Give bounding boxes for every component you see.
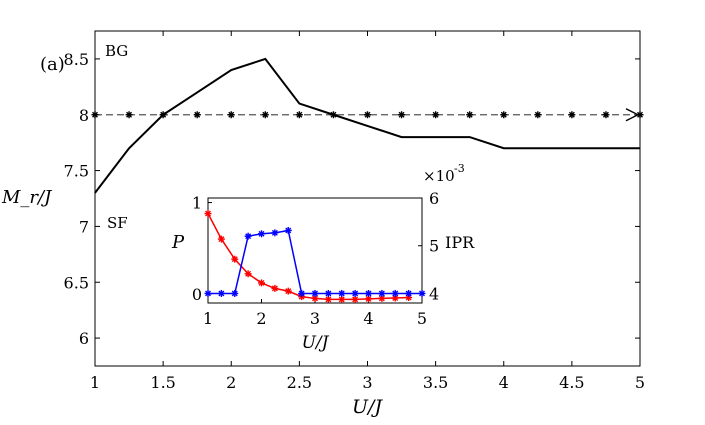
inset-series-p-marker	[365, 295, 372, 303]
inset-x-axis-label: U/J	[302, 333, 330, 353]
main-series-reference-marker	[466, 111, 474, 119]
inset-series-ipr-marker	[311, 289, 319, 297]
main-x-tick-label: 1	[90, 373, 100, 392]
main-series-reference-marker	[125, 111, 133, 119]
inset-series-p-marker	[284, 287, 292, 295]
inset-right-axis-label: IPR	[445, 233, 475, 252]
main-y-tick-label: 6	[79, 329, 89, 348]
main-series-reference-marker	[227, 111, 235, 119]
panel-label: (a)	[40, 54, 65, 75]
inset-background	[207, 197, 423, 304]
main-series-reference-marker	[91, 111, 99, 119]
inset-series-p-marker	[311, 294, 319, 302]
inset-series-ipr-marker	[351, 289, 359, 297]
main-x-tick-label: 2.5	[287, 373, 312, 392]
inset-series-ipr-marker	[365, 289, 372, 297]
inset-series-p-marker	[271, 284, 279, 292]
inset-series-p-marker	[231, 255, 239, 263]
main-y-tick-label: 8	[79, 106, 89, 125]
main-x-tick-label: 1.5	[150, 373, 175, 392]
main-series-reference-marker	[500, 111, 508, 119]
inset-left-tick-label: 1	[192, 194, 202, 213]
inset-exponent-power: -3	[454, 162, 465, 175]
inset-series-p-marker	[258, 279, 265, 287]
inset-x-tick-label: 1	[203, 309, 213, 328]
inset-series-ipr-marker	[258, 230, 265, 238]
inset-series-ipr-marker	[391, 289, 399, 297]
main-x-axis-label: U/J	[352, 396, 383, 418]
inset-right-tick-label: 6	[429, 189, 439, 208]
main-y-tick-label: 7.5	[64, 162, 89, 181]
inset-x-tick-label: 2	[256, 309, 266, 328]
main-series-reference-marker	[602, 111, 610, 119]
inset-series-p-marker	[391, 294, 399, 302]
main-y-axis-label: M_r/J	[1, 187, 53, 208]
main-x-tick-label: 5	[635, 373, 645, 392]
inset-series-p-marker	[324, 295, 332, 303]
inset-series-p-marker	[244, 270, 252, 278]
main-series-reference-marker	[261, 111, 269, 119]
inset-series-ipr-marker	[405, 289, 413, 297]
inset-series-ipr-marker	[217, 289, 225, 297]
main-series-reference-marker	[534, 111, 542, 119]
main-series-mr-line	[94, 57, 640, 194]
main-y-tick-label: 6.5	[64, 273, 89, 292]
inset-left-axis-label: P	[171, 232, 185, 253]
main-series-reference-marker	[364, 111, 371, 119]
inset-series-ipr-marker	[204, 289, 212, 297]
main-series-reference-marker	[193, 111, 201, 119]
inset-series-ipr-marker	[324, 289, 332, 297]
main-series-reference-marker	[568, 111, 576, 119]
inset-series-p-marker	[338, 295, 346, 303]
main-x-tick-label: 2	[226, 373, 236, 392]
main-series-reference-marker	[295, 111, 303, 119]
main-x-tick-label: 4.5	[559, 373, 584, 392]
inset-right-tick-label: 5	[429, 237, 439, 256]
inset-exponent-label: ×10	[423, 167, 455, 185]
inset-series-ipr-marker	[378, 289, 386, 297]
inset-x-tick-label: 5	[417, 309, 427, 328]
inset-series-ipr-marker	[298, 289, 306, 297]
main-series-reference-marker	[432, 111, 440, 119]
main-series-reference-marker	[398, 111, 406, 119]
inset-x-tick-label: 4	[363, 309, 373, 328]
inset-series-ipr-marker	[244, 232, 252, 240]
inset-series-p-marker	[351, 295, 359, 303]
inset-series-ipr-marker	[284, 226, 292, 234]
inset-right-tick-label: 4	[429, 284, 439, 303]
main-series-reference-marker	[636, 111, 644, 119]
inset-left-tick-label: 0	[192, 285, 202, 304]
main-y-tick-label: 8.5	[64, 50, 89, 69]
annotation-bg: BG	[105, 42, 128, 60]
inset-series-p-marker	[204, 210, 212, 218]
inset-series-ipr-marker	[271, 229, 279, 237]
main-y-tick-label: 7	[79, 217, 89, 236]
main-x-tick-label: 3	[362, 373, 372, 392]
main-x-tick-label: 3.5	[423, 373, 448, 392]
inset-series-p-marker	[378, 294, 386, 302]
inset-series-ipr-marker	[418, 289, 426, 297]
annotation-sf: SF	[107, 214, 128, 232]
inset-series-p-marker	[217, 235, 225, 243]
main-x-tick-label: 4	[499, 373, 509, 392]
inset-series-ipr-marker	[338, 289, 346, 297]
inset-series-ipr-marker	[231, 289, 239, 297]
inset-x-tick-label: 3	[310, 309, 320, 328]
